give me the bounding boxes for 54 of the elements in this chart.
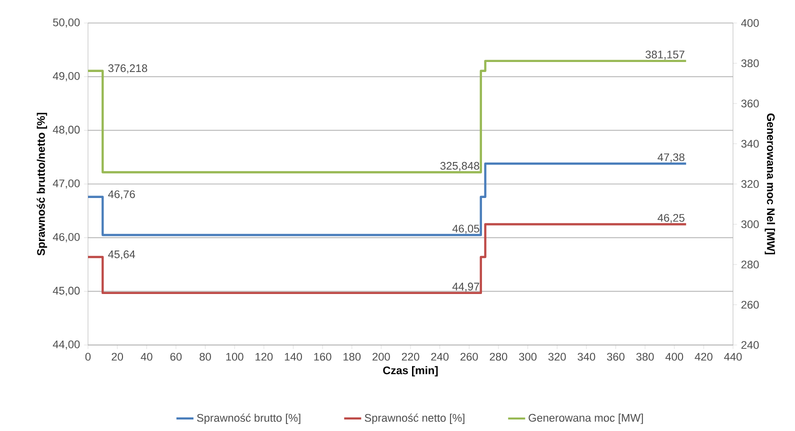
x-tick-label: 320 <box>548 352 566 361</box>
x-tick-label: 60 <box>170 352 182 361</box>
y-tick-label: 46,00 <box>52 233 80 242</box>
x-axis-title: Czas [min] <box>383 366 438 376</box>
x-tick-label: 200 <box>372 352 390 361</box>
y2-axis-title: Generowana moc Nel [MW] <box>764 114 776 254</box>
y2-tick-label: 320 <box>741 180 759 188</box>
y2-tick-label: 380 <box>741 59 759 68</box>
annotation: 47,38 <box>658 153 684 162</box>
x-tick-label: 0 <box>85 352 91 361</box>
x-tick-label: 240 <box>431 352 449 361</box>
y2-tick-label: 340 <box>741 140 759 148</box>
legend-label: Sprawność netto [%] <box>364 414 464 424</box>
x-tick-label: 160 <box>314 352 332 361</box>
annotation: 325,848 <box>440 162 480 172</box>
x-tick-label: 440 <box>724 352 742 361</box>
x-tick-label: 280 <box>490 352 508 361</box>
x-tick-label: 400 <box>665 352 684 361</box>
x-tick-label: 80 <box>200 352 211 361</box>
y-tick-label: 44,00 <box>52 340 80 350</box>
x-tick-label: 300 <box>519 352 537 361</box>
y-axis-title: Sprawność brutto/netto [%] <box>36 112 48 256</box>
y2-tick-label: 300 <box>741 220 759 228</box>
y2-tick-label: 260 <box>741 300 759 309</box>
x-tick-label: 140 <box>284 352 302 361</box>
x-tick-label: 220 <box>402 352 420 361</box>
annotation: 45,64 <box>108 250 136 260</box>
y-tick-label: 47,00 <box>52 179 80 189</box>
x-tick-label: 20 <box>112 352 124 361</box>
annotation: 44,97 <box>452 282 480 292</box>
y-tick-label: 50,00 <box>53 18 80 28</box>
x-tick-label: 340 <box>578 352 596 361</box>
annotation: 46,05 <box>452 224 480 234</box>
x-tick-label: 40 <box>140 352 152 361</box>
annotation: 381,157 <box>646 50 684 60</box>
legend-label: Generowana moc [MW] <box>528 414 643 424</box>
y-tick-label: 48,00 <box>52 126 80 135</box>
legend-label: Sprawność brutto [%] <box>197 414 300 424</box>
y2-tick-label: 240 <box>741 341 759 349</box>
annotation: 46,25 <box>658 214 684 224</box>
x-tick-label: 380 <box>636 352 654 361</box>
y-tick-label: 49,00 <box>52 72 80 82</box>
y2-tick-label: 280 <box>741 260 759 268</box>
annotation: 46,76 <box>108 190 135 200</box>
y2-tick-label: 400 <box>741 19 759 27</box>
x-tick-label: 420 <box>694 352 712 361</box>
x-tick-label: 180 <box>344 352 361 361</box>
annotation: 376,218 <box>108 64 148 74</box>
x-tick-label: 360 <box>606 352 624 361</box>
y-tick-label: 45,00 <box>52 286 80 296</box>
x-tick-label: 120 <box>256 352 273 361</box>
x-tick-label: 100 <box>226 352 244 361</box>
y2-tick-label: 360 <box>741 100 759 108</box>
x-tick-label: 260 <box>460 352 478 361</box>
